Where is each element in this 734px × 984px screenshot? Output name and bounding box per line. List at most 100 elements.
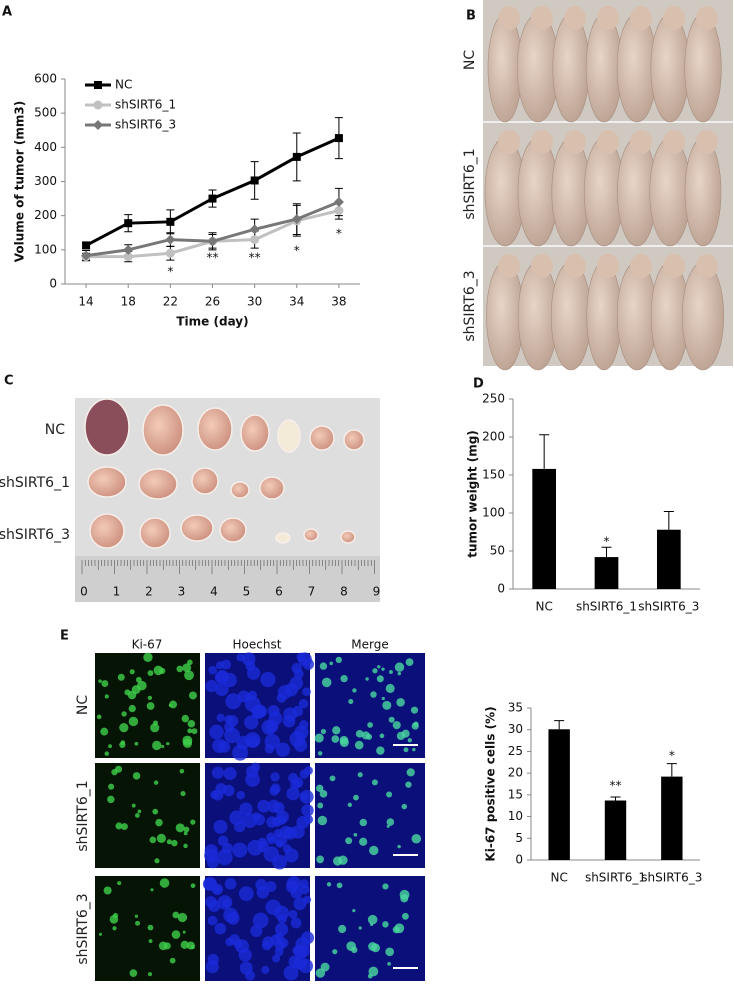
cell xyxy=(257,840,269,853)
cell xyxy=(182,663,192,673)
cell xyxy=(223,907,239,923)
row-label: shSIRT6_1 xyxy=(462,148,478,219)
cell xyxy=(183,843,188,849)
cell xyxy=(277,914,287,924)
cell xyxy=(371,779,378,786)
cell xyxy=(247,690,258,701)
cell xyxy=(314,733,324,743)
cell xyxy=(274,932,284,942)
cell xyxy=(293,946,302,955)
y-tick-label: 0 xyxy=(515,853,523,867)
cell xyxy=(211,883,224,896)
mouse-head xyxy=(696,254,718,278)
legend-label: shSIRT6_3 xyxy=(115,118,176,132)
bar xyxy=(604,800,627,860)
cell xyxy=(154,858,160,864)
cell xyxy=(289,731,306,747)
error-bar xyxy=(539,434,550,469)
cell xyxy=(407,738,412,743)
cell xyxy=(223,766,237,781)
y-tick-label: 100 xyxy=(482,506,505,520)
cell xyxy=(299,789,314,804)
cell xyxy=(298,699,309,709)
cell xyxy=(264,743,275,754)
y-tick-label: 600 xyxy=(34,72,57,86)
tumor xyxy=(240,414,270,452)
cell xyxy=(386,824,390,828)
cell xyxy=(213,819,228,834)
error-bar xyxy=(610,796,621,801)
cell xyxy=(353,794,359,801)
marker xyxy=(165,234,176,245)
annotation: * xyxy=(294,243,300,257)
cell xyxy=(115,822,123,830)
cell xyxy=(283,707,298,722)
tumor xyxy=(309,425,335,451)
mouse-head xyxy=(531,254,553,278)
cell xyxy=(386,791,393,798)
cell xyxy=(389,670,393,674)
ruler-number: 0 xyxy=(80,585,88,599)
cell xyxy=(143,652,153,662)
cell xyxy=(381,667,385,671)
tumor xyxy=(139,517,171,549)
mouse-head xyxy=(663,130,685,154)
mouse xyxy=(517,13,559,123)
y-tick-label: 0 xyxy=(497,582,505,596)
micrograph xyxy=(315,653,425,758)
x-tick-label: shSIRT6_1 xyxy=(576,600,637,614)
cell xyxy=(358,926,362,930)
cell xyxy=(127,690,137,700)
tumor xyxy=(89,513,125,549)
cell xyxy=(187,659,193,666)
cell xyxy=(257,799,271,813)
mouse xyxy=(487,13,523,123)
mouse-head xyxy=(630,6,652,30)
annotation: ** xyxy=(610,779,622,793)
mouse-head xyxy=(597,130,619,154)
cell xyxy=(191,728,198,735)
x-tick-label: shSIRT6_1 xyxy=(585,871,646,885)
cell xyxy=(387,961,391,966)
cell xyxy=(288,909,298,919)
cell xyxy=(388,716,395,723)
cell xyxy=(104,694,109,699)
cell xyxy=(329,661,333,666)
cell xyxy=(406,768,415,777)
mouse xyxy=(616,261,658,371)
y-tick-label: 0 xyxy=(49,277,57,291)
cell xyxy=(168,703,173,707)
cell xyxy=(121,711,127,717)
cell xyxy=(274,939,286,951)
cell xyxy=(171,839,178,847)
x-tick-label: NC xyxy=(535,600,552,614)
cell xyxy=(137,809,142,814)
cell xyxy=(153,780,159,785)
marker xyxy=(334,206,344,216)
mouse-head xyxy=(597,254,619,278)
microscopy xyxy=(95,652,425,981)
cell xyxy=(290,779,301,790)
cell xyxy=(396,731,406,741)
panel-label: B xyxy=(466,9,476,24)
error-bar xyxy=(666,763,677,777)
cell xyxy=(290,917,302,929)
cell xyxy=(112,926,117,931)
cell xyxy=(205,679,218,693)
cell xyxy=(152,740,162,751)
x-tick-label: 22 xyxy=(163,295,178,309)
cell xyxy=(183,826,190,833)
annotation: * xyxy=(336,227,342,241)
y-tick-label: 10 xyxy=(508,809,523,823)
cell xyxy=(244,696,261,713)
cell xyxy=(320,728,327,735)
cell xyxy=(172,911,180,919)
cell xyxy=(317,802,324,809)
cell xyxy=(272,801,285,814)
y-tick-label: 200 xyxy=(482,430,505,444)
cell xyxy=(108,783,115,790)
cell xyxy=(361,731,370,740)
cell xyxy=(224,878,237,890)
y-axis-label: Ki-67 positive cells (%) xyxy=(484,706,498,861)
